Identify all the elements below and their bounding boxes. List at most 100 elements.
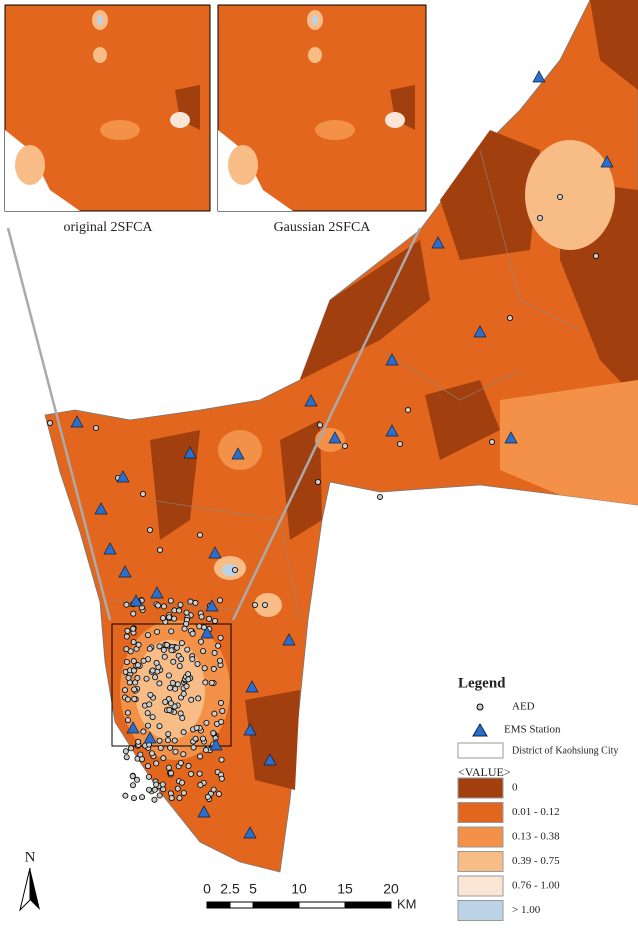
aed-point (176, 607, 183, 614)
aed-point (165, 764, 172, 771)
aed-point (198, 638, 205, 645)
aed-point (124, 696, 131, 703)
legend-label: District of Kaohsiung City (512, 745, 618, 756)
aed-point (166, 706, 173, 713)
aed-point (146, 645, 153, 652)
aed-point (153, 781, 160, 788)
aed-point (185, 762, 192, 769)
aed-point (128, 745, 135, 752)
aed-point (190, 744, 197, 751)
connector (231, 227, 422, 621)
aed-point (218, 756, 225, 763)
aed-point (217, 634, 224, 641)
aed-point (404, 406, 411, 413)
aed-point (210, 786, 217, 793)
aed-point (178, 640, 185, 647)
aed-point (134, 776, 141, 783)
legend-label: 0.39 - 0.75 (512, 855, 560, 867)
scale-label: 2.5 (220, 881, 240, 897)
aed-point (177, 601, 184, 608)
aed-point (183, 620, 190, 627)
aed-point (216, 597, 223, 604)
ems-station (118, 565, 132, 578)
connector (6, 227, 112, 621)
aed-point (196, 532, 203, 539)
aed-point (153, 659, 160, 666)
aed-point (172, 748, 179, 755)
aed-point (210, 665, 217, 672)
north-arrow (30, 868, 40, 910)
legend-subtitle: <VALUE> (458, 765, 511, 779)
aed-point (183, 609, 190, 616)
aed-point (93, 424, 100, 431)
aed-point (165, 672, 172, 679)
aed-point (168, 647, 175, 654)
ems-station (126, 721, 140, 734)
aed-point (123, 601, 130, 608)
aed-point (162, 698, 169, 705)
aed-point (124, 717, 131, 724)
aed-point (314, 478, 321, 485)
aed-point (124, 627, 131, 634)
ems-station (600, 155, 614, 168)
ems-station (197, 805, 211, 818)
aed-point (140, 657, 147, 664)
aed-point (212, 617, 219, 624)
aed-point (166, 614, 173, 621)
aed-point (170, 658, 177, 665)
scale-bar-segment (344, 901, 392, 909)
legend-swatch (457, 826, 504, 848)
aed-point (179, 779, 186, 786)
ems-station (103, 542, 117, 555)
aed-point (188, 770, 195, 777)
aed-point (593, 252, 600, 259)
aed-point (129, 773, 136, 780)
aed-point (130, 610, 137, 617)
legend-ems-symbol (472, 723, 488, 737)
aed-point (131, 686, 138, 693)
aed-point (172, 685, 179, 692)
aed-point (202, 679, 209, 686)
aed-point (176, 663, 183, 670)
aed-point (197, 781, 204, 788)
aed-point (557, 193, 564, 200)
aed-point (146, 701, 153, 708)
legend-label: 0.76 - 1.00 (512, 880, 560, 892)
scale-label: 5 (249, 881, 257, 897)
ems-station (183, 446, 197, 459)
aed-point (180, 729, 187, 736)
scale-label: 15 (337, 881, 353, 897)
aed-point (130, 639, 137, 646)
aed-point (251, 602, 258, 609)
aed-point (146, 527, 153, 534)
aed-point (168, 628, 175, 635)
aed-point (204, 793, 211, 800)
legend-swatch (457, 777, 504, 799)
aed-point (135, 641, 142, 648)
aed-point (198, 613, 205, 620)
aed-point (125, 674, 132, 681)
aed-point (123, 658, 130, 665)
aed-point (173, 644, 180, 651)
aed-point (160, 755, 167, 762)
aed-point (151, 796, 158, 803)
ems-station (385, 353, 399, 366)
aed-point (168, 795, 175, 802)
ems-station (209, 738, 223, 751)
aed-point (169, 679, 176, 686)
aed-point (188, 696, 195, 703)
aed-point (197, 753, 204, 760)
aed-point (122, 687, 129, 694)
aed-point (215, 790, 222, 797)
scale-bar-segment (298, 901, 346, 909)
aed-point (129, 782, 136, 789)
aed-point (131, 695, 138, 702)
legend-label: 0.13 - 0.38 (512, 831, 560, 843)
aed-point (160, 646, 167, 653)
aed-point (196, 623, 203, 630)
aed-point (174, 785, 181, 792)
aed-point (122, 792, 129, 799)
aed-point (156, 792, 163, 799)
aed-point (160, 615, 167, 622)
aed-point (139, 756, 146, 763)
